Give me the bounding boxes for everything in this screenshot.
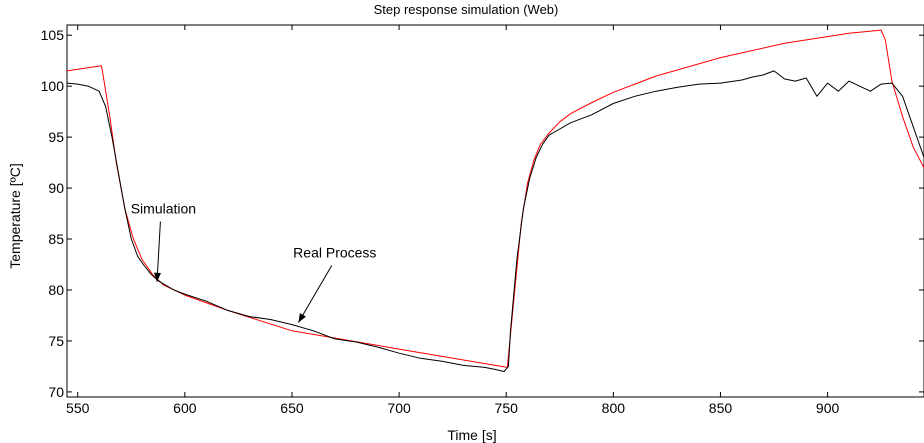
y-tick-label: 100 — [41, 78, 65, 94]
y-tick-label: 95 — [48, 129, 64, 145]
annotation-label: Real Process — [293, 244, 376, 260]
real-process-line — [67, 70, 924, 372]
x-tick-label: 800 — [602, 400, 626, 416]
plot-frame — [66, 24, 924, 398]
y-tick-label: 70 — [48, 384, 64, 400]
annotation-arrowhead — [298, 313, 306, 323]
annotation-label: Simulation — [131, 201, 196, 217]
y-tick-label: 75 — [48, 333, 64, 349]
x-tick-label: 650 — [280, 400, 304, 416]
x-tick-label: 850 — [709, 400, 733, 416]
y-tick-label: 80 — [48, 282, 64, 298]
axes: 550 600 650 700 750 800 850 900 70 75 80 85 90 95 100 1… — [41, 24, 924, 416]
x-tick-label: 900 — [816, 400, 840, 416]
plot-area — [67, 29, 924, 372]
annotation-arrowhead — [154, 272, 161, 282]
chart-title: Step response simulation (Web) — [374, 2, 559, 17]
annotations: Simulation Real Process — [131, 201, 376, 323]
y-axis-title: Temperature [ºC] — [7, 163, 23, 269]
x-axis-title: Time [s] — [447, 427, 496, 443]
annotation-arrow-shaft — [156, 221, 161, 282]
annotation-arrow-shaft — [297, 265, 333, 323]
x-tick-label: 550 — [66, 400, 90, 416]
y-tick-label: 105 — [41, 27, 65, 43]
x-tick-label: 750 — [495, 400, 519, 416]
y-tick-label: 85 — [48, 231, 64, 247]
x-tick-label: 600 — [173, 400, 197, 416]
y-tick-label: 90 — [48, 180, 64, 196]
x-tick-label: 700 — [387, 400, 411, 416]
